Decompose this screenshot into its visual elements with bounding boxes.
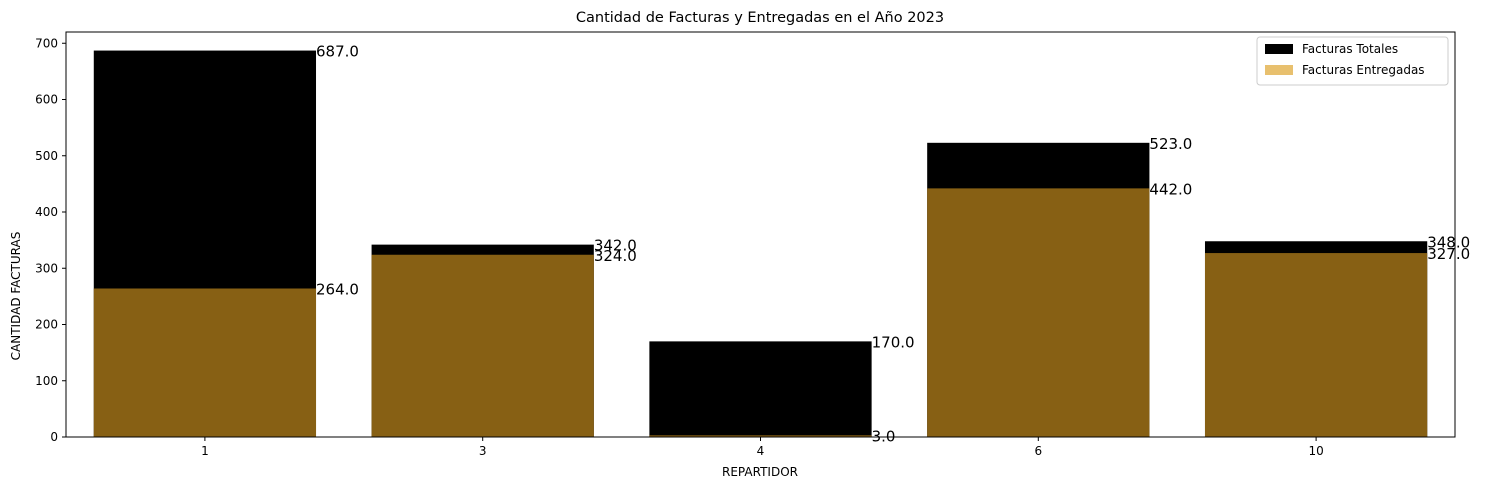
data-label-series-1-1: 264.0	[316, 281, 359, 299]
data-label-series-1-10: 327.0	[1427, 245, 1470, 263]
y-tick-label-400: 400	[35, 205, 58, 219]
chart-title: Cantidad de Facturas y Entregadas en el …	[576, 10, 944, 26]
data-label-series-0-6: 523.0	[1149, 135, 1192, 153]
y-tick-label-100: 100	[35, 374, 58, 388]
data-label-series-1-4: 3.0	[872, 427, 896, 445]
bar-series-1-1	[93, 288, 317, 437]
x-tick-label-4: 4	[757, 444, 765, 458]
bars-layer	[93, 50, 1428, 437]
y-tick-label-200: 200	[35, 318, 58, 332]
x-tick-label-1: 1	[201, 444, 209, 458]
legend-label-series-1: Facturas Entregadas	[1302, 63, 1425, 77]
bar-series-1-10	[1204, 253, 1428, 437]
data-label-series-1-3: 324.0	[594, 247, 637, 265]
x-tick-label-10: 10	[1308, 444, 1323, 458]
legend-box	[1256, 36, 1449, 86]
y-tick-label-500: 500	[35, 149, 58, 163]
axes-layer: 0 100 200 300 400 500 600 700 1 3 4 6 10	[35, 31, 1456, 458]
y-tick-label-300: 300	[35, 261, 58, 275]
data-label-series-1-6: 442.0	[1149, 180, 1192, 198]
y-tick-label-600: 600	[35, 93, 58, 107]
data-label-series-0-1: 687.0	[316, 43, 359, 61]
legend-swatch-series-1	[1265, 65, 1293, 75]
bar-series-1-3	[371, 254, 594, 437]
legend-swatch-series-0	[1265, 44, 1293, 54]
bar-series-1-6	[927, 188, 1150, 437]
bar-series-0-4	[649, 341, 872, 437]
x-tick-label-6: 6	[1034, 444, 1042, 458]
y-tick-label-0: 0	[50, 430, 58, 444]
data-label-series-0-4: 170.0	[872, 333, 915, 351]
legend: Facturas Totales Facturas Entregadas	[1256, 36, 1449, 86]
x-tick-label-3: 3	[479, 444, 487, 458]
bar-series-1-4	[649, 435, 872, 437]
y-tick-label-700: 700	[35, 36, 58, 50]
data-label-series-0-3: 342.0	[594, 237, 637, 255]
y-axis-label: CANTIDAD FACTURAS	[9, 232, 23, 361]
data-labels-layer: 687.0 342.0 170.0 523.0 348.0 264.0 324.0 3.0 44…	[316, 43, 1470, 446]
legend-label-series-0: Facturas Totales	[1302, 42, 1398, 56]
data-label-series-0-10: 348.0	[1427, 233, 1470, 251]
x-axis-label: REPARTIDOR	[722, 465, 798, 479]
